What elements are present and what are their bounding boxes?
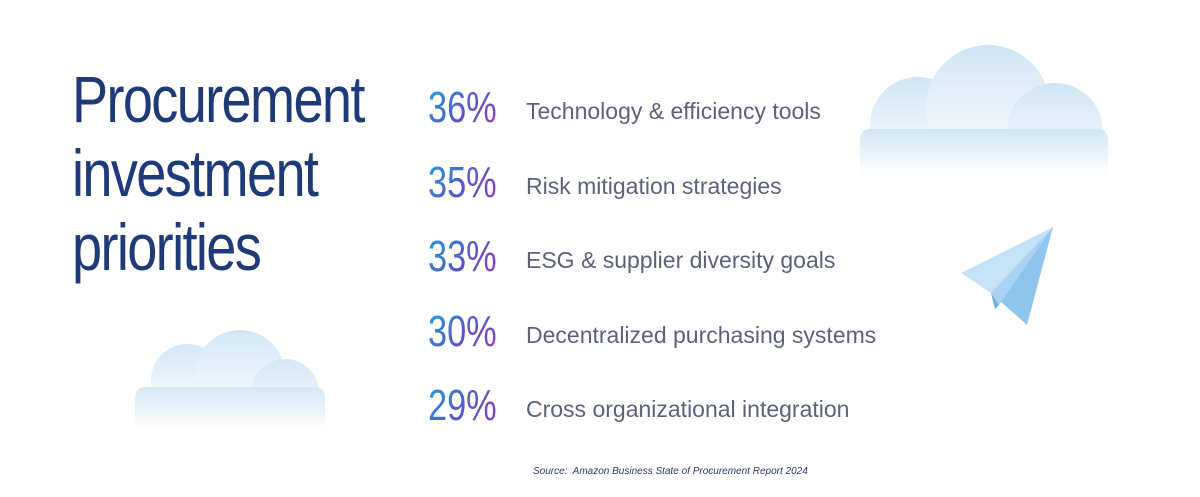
source-note: Source: Amazon Business State of Procure… <box>533 466 808 477</box>
priority-label: Risk mitigation strategies <box>526 172 782 199</box>
paper-plane-icon <box>961 227 1053 325</box>
percent-value: 36% <box>428 80 497 136</box>
page-title: Procurement investment priorities <box>72 62 365 284</box>
priority-label: ESG & supplier diversity goals <box>526 247 836 273</box>
priority-label: Technology & efficiency tools <box>526 98 821 124</box>
percent-value: 35% <box>428 155 497 211</box>
list-item: 30% Decentralized purchasing systems <box>428 304 988 379</box>
cloud-top-right-icon <box>860 45 1108 175</box>
percent-value: 33% <box>428 229 497 285</box>
list-item: 35% Risk mitigation strategies <box>428 155 988 230</box>
priority-label: Cross organizational integration <box>526 396 850 422</box>
title-line: priorities <box>72 210 262 284</box>
priority-label: Decentralized purchasing systems <box>526 321 877 348</box>
list-item: 33% ESG & supplier diversity goals <box>428 229 988 304</box>
list-item: 36% Technology & efficiency tools <box>428 80 988 155</box>
percent-value: 29% <box>428 378 497 434</box>
title-line: investment <box>72 136 319 210</box>
title-line: Procurement <box>72 62 365 136</box>
list-item: 29% Cross organizational integration <box>428 378 988 453</box>
percent-value: 30% <box>428 304 497 360</box>
cloud-bottom-left-icon <box>135 330 325 430</box>
priorities-list: 36% Technology & efficiency tools 35% Ri… <box>428 80 988 453</box>
